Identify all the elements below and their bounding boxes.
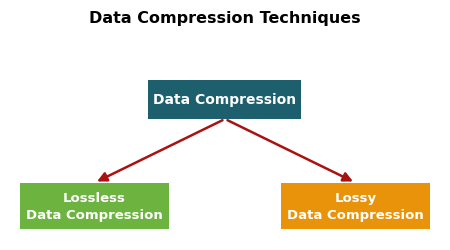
FancyBboxPatch shape xyxy=(20,183,169,230)
FancyBboxPatch shape xyxy=(148,80,302,119)
FancyBboxPatch shape xyxy=(281,183,430,230)
Text: Lossy
Data Compression: Lossy Data Compression xyxy=(287,192,424,221)
Text: Data Compression: Data Compression xyxy=(153,93,297,107)
Text: Data Compression Techniques: Data Compression Techniques xyxy=(89,11,361,26)
Text: Lossless
Data Compression: Lossless Data Compression xyxy=(26,192,163,221)
